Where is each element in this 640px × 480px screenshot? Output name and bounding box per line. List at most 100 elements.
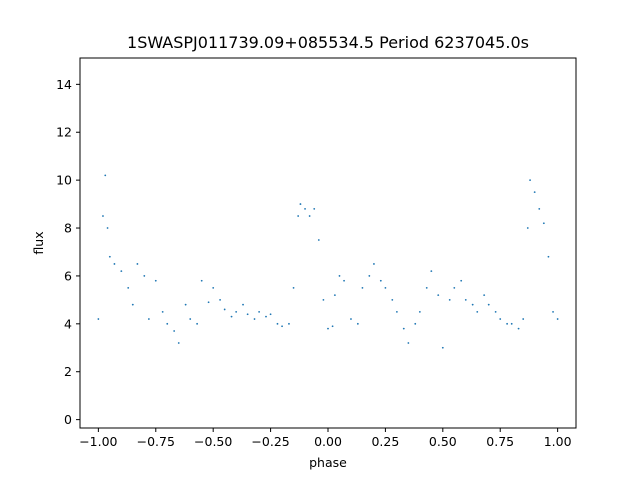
data-point [288,322,290,325]
data-point [350,318,352,320]
data-point [258,310,261,313]
y-axis-label: flux [31,231,46,254]
data-point [97,318,100,320]
data-point [177,342,180,344]
y-tick-label: 2 [64,364,72,379]
data-point [331,325,334,328]
data-point [407,342,410,344]
x-tick-label: −0.25 [251,434,289,449]
y-tick-label: 8 [64,221,72,236]
data-point [219,298,221,301]
data-point [200,279,203,282]
data-point [361,287,364,289]
data-point [322,298,325,301]
chart-title: 1SWASPJ011739.09+085534.5 Period 6237045… [127,33,529,52]
data-point [246,313,249,316]
data-point [207,301,210,304]
data-point [418,310,421,313]
data-point [292,287,295,289]
data-point [460,279,463,282]
data-point [391,298,394,301]
data-points [97,174,559,349]
data-point [425,287,428,289]
data-point [136,263,139,265]
data-point [517,327,520,330]
data-point [533,191,536,194]
data-point [253,318,256,320]
data-point [113,263,116,265]
data-point [147,318,150,320]
data-point [299,203,302,205]
data-point [529,179,531,182]
data-point [223,308,226,311]
data-point [483,294,486,296]
x-tick-label: −0.50 [194,434,232,449]
x-tick-label: 0.75 [486,434,514,449]
data-point [173,330,176,332]
data-point [471,303,474,306]
data-point [304,207,306,210]
data-point [522,318,525,320]
data-point [106,227,109,229]
data-point [556,318,559,320]
data-point [108,255,111,258]
data-point [281,325,283,328]
x-tick-label: −0.75 [137,434,175,449]
data-point [494,310,497,313]
x-tick-label: 0.50 [429,434,457,449]
data-point [120,270,123,273]
y-tick-label: 4 [64,316,72,331]
data-point [430,270,433,273]
data-point [510,322,513,325]
data-point [212,287,215,289]
data-point [235,310,238,313]
data-point [464,298,467,301]
data-point [104,174,107,177]
data-point [384,287,387,289]
data-point [356,322,359,325]
data-point [414,322,417,325]
data-point [395,310,398,313]
y-axis-ticks: 0 2 4 6 8 10 12 14 [56,77,80,427]
data-point [189,318,192,320]
data-point [196,322,199,325]
data-point [476,310,479,313]
x-tick-label: 1.00 [544,434,572,449]
data-point [538,207,541,210]
data-point [333,294,336,296]
data-point [487,303,490,306]
data-point [230,315,233,318]
data-point [154,279,157,282]
data-point [506,322,509,325]
y-tick-label: 12 [56,125,72,140]
data-point [131,303,134,306]
x-tick-label: 0.00 [314,434,342,449]
data-point [437,294,440,296]
data-point [368,275,371,277]
data-point [127,287,130,289]
data-point [542,222,545,225]
data-point [143,275,146,277]
plot-frame [79,57,577,429]
data-point [242,303,244,306]
data-point [276,322,279,325]
data-point [402,327,405,330]
x-axis-ticks: −1.00 −0.75 −0.50 −0.25 0.00 0.25 0.50 0.75 1.00 [79,428,572,449]
data-point [499,318,502,320]
data-point [297,215,300,217]
data-point [526,227,529,229]
data-point [448,298,451,301]
data-point [373,263,375,265]
x-axis-label: phase [309,455,347,470]
data-point [552,310,554,313]
y-tick-label: 14 [56,77,72,92]
x-tick-label: −1.00 [79,434,117,449]
data-point [441,346,444,349]
x-tick-label: 0.25 [371,434,399,449]
data-point [338,275,341,277]
data-point [102,215,104,217]
data-point [161,310,164,313]
y-tick-label: 0 [64,412,72,427]
